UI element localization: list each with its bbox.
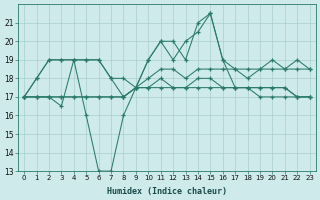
X-axis label: Humidex (Indice chaleur): Humidex (Indice chaleur): [107, 187, 227, 196]
